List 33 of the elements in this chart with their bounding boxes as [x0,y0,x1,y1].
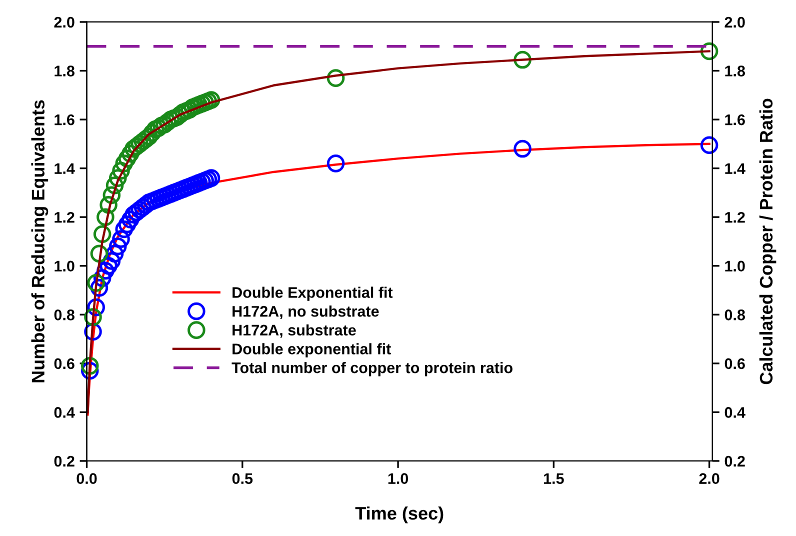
y2-tick-label: 1.6 [725,114,745,126]
x-axis-title: Time (sec) [355,506,444,524]
y-tick-label: 0.2 [54,456,74,467]
y-axis-title: Number of Reducing Equivalents [31,100,48,382]
x-tick-label: 0.5 [232,473,253,484]
y2-tick-label: 0.2 [724,456,745,467]
x-tick-label: 1.5 [544,473,564,484]
legend-label: H172A, no substrate [232,306,379,319]
y2-tick-label: 0.6 [724,358,745,370]
y2-tick-label: 1.4 [725,163,746,174]
y-tick-label: 0.8 [54,310,74,320]
x-tick-label: 1.0 [388,473,408,484]
y-tick-label: 1.8 [54,66,74,76]
y-tick-label: 1.6 [54,114,74,126]
legend-label: Double Exponential fit [232,286,393,301]
y2-tick-label: 0.8 [724,310,745,320]
legend-label: Double exponential fit [232,343,391,358]
y2-tick-label: 0.4 [724,407,746,418]
legend-label: H172A, substrate [232,324,356,338]
legend-label: Total number of copper to protein ratio [232,362,512,376]
x-tick-label: 0.0 [76,473,97,484]
y2-axis-title: Calculated Copper / Protein Ratio [759,98,776,384]
y2-tick-label: 2.0 [724,16,745,28]
y2-tick-label: 1.0 [725,260,745,272]
y2-tick-label: 1.2 [725,212,745,223]
y2-tick-label: 1.8 [725,66,745,76]
x-tick-label: 2.0 [699,473,720,484]
y-tick-label: 0.4 [54,407,75,418]
y-tick-label: 1.0 [54,260,74,272]
y-tick-label: 1.4 [54,163,75,174]
y-tick-label: 0.6 [54,358,74,370]
y-tick-label: 1.2 [54,212,74,223]
y-tick-label: 2.0 [54,16,74,28]
